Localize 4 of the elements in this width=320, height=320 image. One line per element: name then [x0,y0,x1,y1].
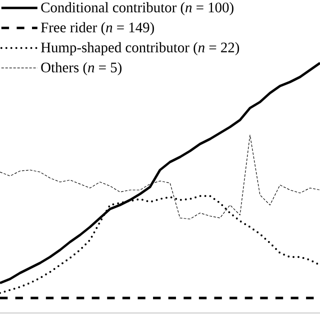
legend-label: Free rider (n = 149) [41,22,154,36]
legend-label: Hump-shaped contributor (n = 22) [41,42,240,56]
legend-label: Others (n = 5) [41,62,122,76]
legend-label: Conditional contributor (n = 100) [41,2,234,16]
